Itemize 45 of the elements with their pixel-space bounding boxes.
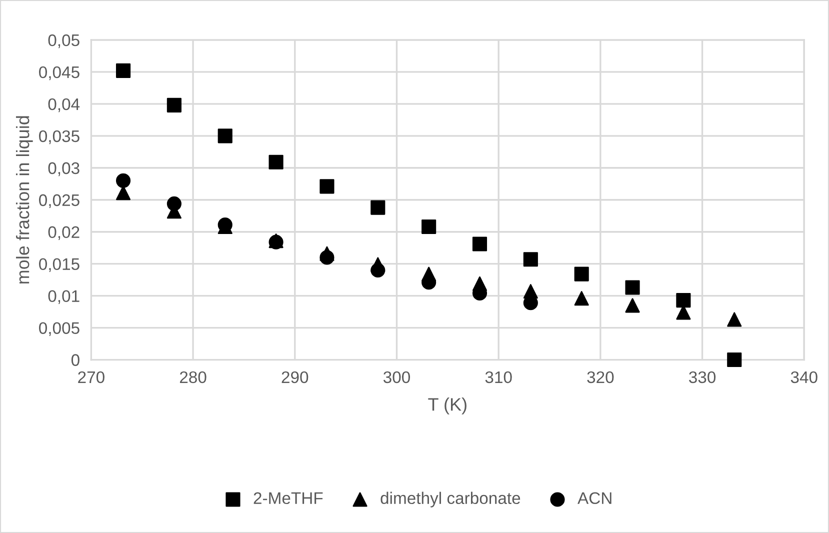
x-tick-label: 280 [180, 371, 206, 384]
point [370, 262, 386, 278]
point [370, 200, 386, 215]
point [727, 352, 742, 368]
x-tick-label: 270 [78, 371, 104, 384]
x-tick-label: 320 [587, 371, 614, 384]
point [320, 179, 334, 194]
y-tick-label: 0,05 [48, 34, 80, 48]
legend-label: dimethyl carbonate [380, 492, 520, 508]
y-tick-label: 0,025 [39, 194, 80, 208]
point [574, 291, 589, 306]
y-tick-label: 0 [71, 354, 80, 366]
point [676, 293, 691, 308]
y-tick-label: 0,02 [48, 226, 80, 240]
y-tick-label: 0,01 [48, 290, 80, 304]
y-tick-label: 0,005 [39, 322, 80, 336]
point [166, 98, 182, 112]
point [116, 173, 131, 188]
point [472, 236, 488, 252]
point [523, 252, 538, 267]
y-axis-title: mole fraction in liquid [16, 116, 33, 284]
x-tick-label: 290 [282, 371, 308, 384]
point [727, 312, 742, 327]
y-tick-label: 0,015 [39, 258, 80, 272]
point [268, 154, 284, 170]
x-tick-label: 340 [790, 371, 818, 384]
point [625, 280, 640, 295]
y-tick-label: 0,045 [39, 66, 80, 80]
legend-label: ACN [578, 492, 612, 504]
point [166, 196, 182, 211]
point [422, 219, 436, 234]
point [116, 186, 131, 200]
x-axis-title: T (K) [428, 398, 466, 414]
y-tick-label: 0,04 [48, 98, 80, 112]
y-tick-label: 0,03 [48, 162, 80, 176]
x-tick-label: 310 [485, 371, 512, 384]
x-tick-label: 300 [383, 371, 410, 384]
point [218, 128, 232, 144]
point [320, 250, 334, 265]
x-tick-label: 330 [689, 371, 716, 384]
point [574, 266, 589, 282]
point [116, 63, 131, 78]
y-tick-label: 0,035 [39, 130, 80, 144]
point [625, 298, 640, 313]
legend-label: 2-MeTHF [254, 492, 323, 504]
